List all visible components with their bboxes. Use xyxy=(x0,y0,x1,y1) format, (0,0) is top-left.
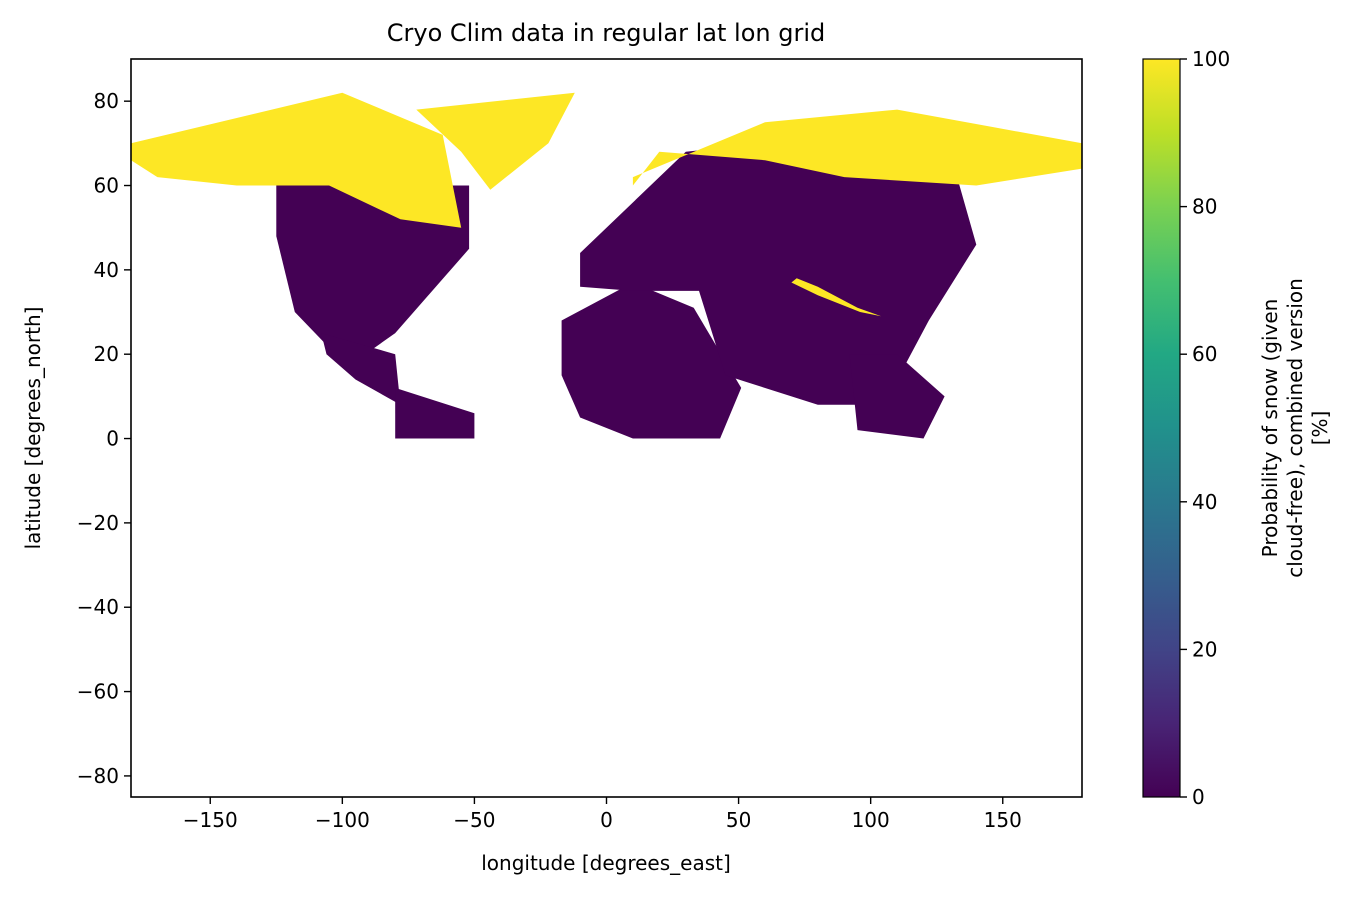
region-1 xyxy=(321,333,401,405)
x-tick-label: 100 xyxy=(852,808,890,832)
colorbar-tick-label: 40 xyxy=(1192,490,1217,514)
region-7 xyxy=(131,92,462,228)
colorbar-tick-label: 20 xyxy=(1192,637,1217,661)
y-tick-label: −80 xyxy=(77,764,119,788)
region-2 xyxy=(395,387,475,439)
region-0 xyxy=(276,185,470,367)
colorbar-ticks: 0 20 40 60 80 100 xyxy=(1180,47,1230,809)
region-5 xyxy=(849,354,945,439)
colorbar-label-line-3: [%] xyxy=(1308,411,1332,446)
y-tick-label: 20 xyxy=(94,342,119,366)
colorbar-tick-label: 0 xyxy=(1192,785,1205,809)
region-3 xyxy=(561,282,742,439)
x-tick-label: 150 xyxy=(984,808,1022,832)
y-axis-label: latitude [degrees_north] xyxy=(21,307,45,550)
y-tick-label: 40 xyxy=(94,258,119,282)
region-9 xyxy=(632,109,1082,186)
x-axis-label: longitude [degrees_east] xyxy=(481,851,731,875)
region-6 xyxy=(791,278,882,317)
y-tick-label: 0 xyxy=(106,427,119,451)
colorbar-label-line-2: cloud-free), combined version xyxy=(1283,278,1307,578)
region-4 xyxy=(580,134,977,405)
y-tick-label: 80 xyxy=(94,89,119,113)
colorbar-tick-label: 60 xyxy=(1192,342,1217,366)
x-axis: −150 −100 −50 0 50 100 150 xyxy=(183,797,1022,832)
x-tick-label: −100 xyxy=(315,808,370,832)
colorbar-tick-label: 100 xyxy=(1192,47,1230,71)
y-tick-label: −20 xyxy=(77,511,119,535)
x-tick-label: 50 xyxy=(726,808,751,832)
colorbar-label-line-1: Probability of snow (given xyxy=(1258,299,1282,558)
colorbar-label: Probability of snow (given cloud-free), … xyxy=(1258,278,1332,578)
colorbar xyxy=(1142,58,1181,798)
chart-title: Cryo Clim data in regular lat lon grid xyxy=(387,19,825,47)
y-tick-label: 60 xyxy=(94,174,119,198)
y-axis: −80 −60 −40 −20 0 20 40 60 80 xyxy=(77,89,131,788)
x-tick-label: 0 xyxy=(600,808,613,832)
heatmap-regions xyxy=(131,92,1082,439)
x-tick-label: −50 xyxy=(453,808,495,832)
x-tick-label: −150 xyxy=(183,808,238,832)
y-tick-label: −40 xyxy=(77,595,119,619)
y-tick-label: −60 xyxy=(77,680,119,704)
region-8 xyxy=(416,92,575,190)
colorbar-tick-label: 80 xyxy=(1192,195,1217,219)
